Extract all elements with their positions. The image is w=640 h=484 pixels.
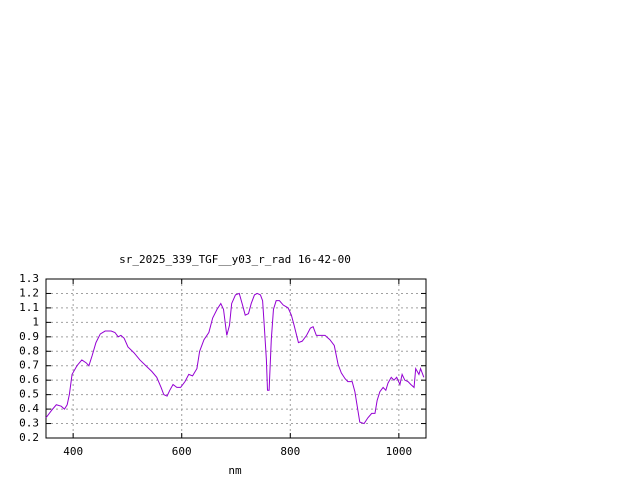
y-tick-label: 0.5 [19, 388, 39, 401]
x-axis-label: nm [228, 464, 242, 477]
y-tick-label: 1 [32, 315, 39, 328]
data-line [45, 292, 425, 425]
x-tick-label: 600 [172, 445, 192, 458]
y-tick-label: 0.2 [19, 431, 39, 444]
y-tick-label: 0.6 [19, 373, 39, 386]
y-tick-label: 0.9 [19, 330, 39, 343]
x-tick-label: 1000 [386, 445, 413, 458]
y-tick-label: 1.2 [19, 286, 39, 299]
y-tick-label: 0.3 [19, 417, 39, 430]
y-tick-label: 1.1 [19, 301, 39, 314]
plot-frame [45, 278, 427, 439]
chart-title: sr_2025_339_TGF__y03_r_rad 16-42-00 [119, 253, 351, 266]
y-tick-label: 0.4 [19, 402, 39, 415]
y-tick-label: 0.8 [19, 344, 39, 357]
x-tick-label: 800 [280, 445, 300, 458]
x-tick-label: 400 [63, 445, 83, 458]
y-tick-label: 0.7 [19, 359, 39, 372]
y-tick-label: 1.3 [19, 272, 39, 285]
